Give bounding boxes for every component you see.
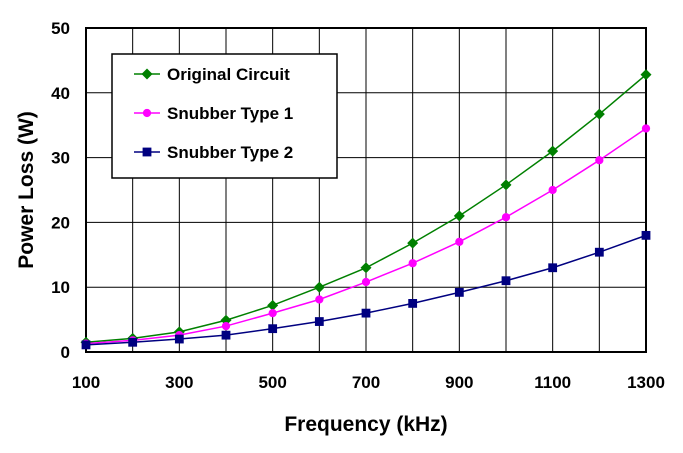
data-point-marker bbox=[453, 210, 465, 222]
data-point-marker bbox=[501, 276, 511, 286]
x-axis-title: Frequency (kHz) bbox=[284, 413, 447, 436]
series-snubber-type-2 bbox=[81, 230, 651, 350]
y-tick-label: 20 bbox=[51, 213, 70, 232]
data-point-marker bbox=[128, 337, 138, 347]
legend: Original Circuit Snubber Type 1 Snubber Ty… bbox=[111, 53, 338, 179]
legend-label: Original Circuit bbox=[167, 65, 290, 84]
data-point-marker bbox=[174, 334, 184, 344]
data-point-marker bbox=[408, 259, 417, 268]
data-point-marker bbox=[547, 145, 559, 157]
data-point-marker bbox=[267, 299, 279, 311]
data-point-marker bbox=[314, 317, 324, 326]
y-tick-label: 10 bbox=[51, 278, 70, 297]
x-tick-label: 1100 bbox=[534, 373, 571, 392]
data-point-marker bbox=[501, 213, 511, 222]
data-point-marker bbox=[548, 185, 557, 195]
y-tick-label: 0 bbox=[61, 343, 70, 362]
data-point-marker bbox=[268, 308, 277, 318]
y-tick-label: 30 bbox=[51, 149, 70, 168]
y-tick-label: 40 bbox=[51, 84, 70, 103]
data-point-marker bbox=[142, 108, 152, 118]
data-point-marker bbox=[500, 179, 512, 191]
series-layer bbox=[80, 69, 652, 350]
data-point-marker bbox=[313, 281, 325, 293]
y-axis-title: Power Loss (W) bbox=[15, 111, 38, 269]
data-point-marker bbox=[455, 237, 464, 246]
data-point-marker bbox=[641, 230, 651, 240]
data-point-marker bbox=[407, 237, 419, 249]
data-point-marker bbox=[408, 299, 418, 308]
x-tick-label: 1300 bbox=[627, 373, 665, 392]
data-point-marker bbox=[360, 262, 372, 274]
data-point-marker bbox=[641, 124, 651, 133]
data-point-marker bbox=[594, 247, 604, 257]
data-point-marker bbox=[595, 156, 604, 165]
legend-items: Original Circuit Snubber Type 1 Snubber Ty… bbox=[134, 65, 293, 162]
legend-label: Snubber Type 2 bbox=[167, 143, 293, 162]
data-point-marker bbox=[361, 308, 371, 318]
x-tick-label: 300 bbox=[165, 373, 193, 392]
data-point-marker bbox=[315, 295, 324, 304]
data-point-marker bbox=[361, 277, 371, 287]
grid bbox=[86, 28, 646, 352]
data-point-marker bbox=[142, 147, 152, 157]
x-tick-label: 500 bbox=[258, 373, 286, 392]
plot-area bbox=[85, 27, 647, 353]
x-tick-label: 900 bbox=[445, 373, 473, 392]
x-tick-label: 100 bbox=[72, 373, 100, 392]
data-point-marker bbox=[220, 314, 232, 326]
data-point-marker bbox=[81, 340, 91, 350]
data-point-marker bbox=[141, 68, 153, 80]
legend-label: Snubber Type 1 bbox=[167, 104, 293, 123]
data-point-marker bbox=[454, 287, 464, 297]
tick-labels: 100 300 500 700 900 1100 1300 0 10 20 30 40 50 bbox=[51, 19, 665, 392]
data-point-marker bbox=[548, 263, 558, 273]
data-point-marker bbox=[640, 69, 652, 81]
data-point-marker bbox=[221, 321, 231, 331]
data-point-marker bbox=[221, 330, 231, 340]
y-tick-label: 50 bbox=[51, 19, 70, 38]
data-point-marker bbox=[268, 324, 278, 334]
x-tick-label: 700 bbox=[352, 373, 380, 392]
data-point-marker bbox=[593, 108, 605, 120]
